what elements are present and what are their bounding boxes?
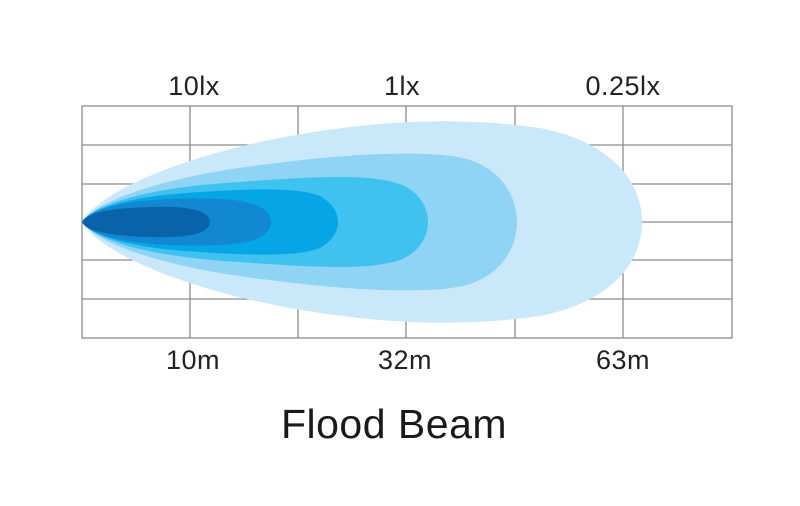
- beam-pattern: [82, 121, 642, 323]
- distance-label-63m: 63m: [596, 345, 650, 375]
- lux-label-1lx: 1lx: [384, 71, 420, 101]
- beam-zone-6: [82, 206, 210, 238]
- diagram-title: Flood Beam: [281, 401, 507, 447]
- distance-labels: 10m 32m 63m: [166, 345, 650, 375]
- lux-labels: 10lx 1lx 0.25lx: [168, 71, 660, 101]
- distance-label-32m: 32m: [378, 345, 432, 375]
- lux-label-10lx: 10lx: [168, 71, 220, 101]
- distance-label-10m: 10m: [166, 345, 220, 375]
- lux-label-025lx: 0.25lx: [585, 71, 660, 101]
